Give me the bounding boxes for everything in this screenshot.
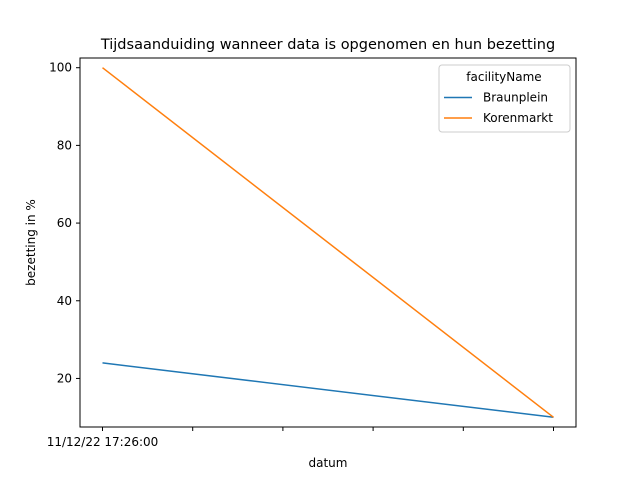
x-axis-label: datum (309, 456, 348, 470)
legend-box (438, 64, 571, 133)
x-tick-label: 11/12/22 17:26:00 (47, 435, 159, 449)
chart-title: Tijdsaanduiding wanneer data is opgenome… (100, 37, 555, 53)
series-layer (102, 67, 554, 419)
legend-title: facilityName (466, 70, 541, 84)
legend-label-korenmarkt: Korenmarkt (483, 111, 553, 125)
series-line-korenmarkt (102, 67, 554, 418)
y-tick-label: 100 (49, 61, 72, 75)
legend-label-braunplein: Braunplein (483, 91, 548, 105)
legend: facilityName Braunplein Korenmarkt (438, 64, 571, 133)
y-tick-label: 40 (57, 294, 72, 308)
plot-frame (79, 57, 577, 428)
x-axis: 11/12/22 17:26:00 (47, 427, 554, 449)
y-axis-label: bezetting in % (24, 199, 38, 286)
y-tick-label: 80 (57, 138, 72, 152)
series-line-braunplein (102, 362, 554, 419)
y-axis: 20 40 60 80 100 (49, 61, 80, 385)
y-tick-label: 20 (57, 371, 72, 385)
plot-area (79, 57, 577, 428)
y-tick-label: 60 (57, 216, 72, 230)
